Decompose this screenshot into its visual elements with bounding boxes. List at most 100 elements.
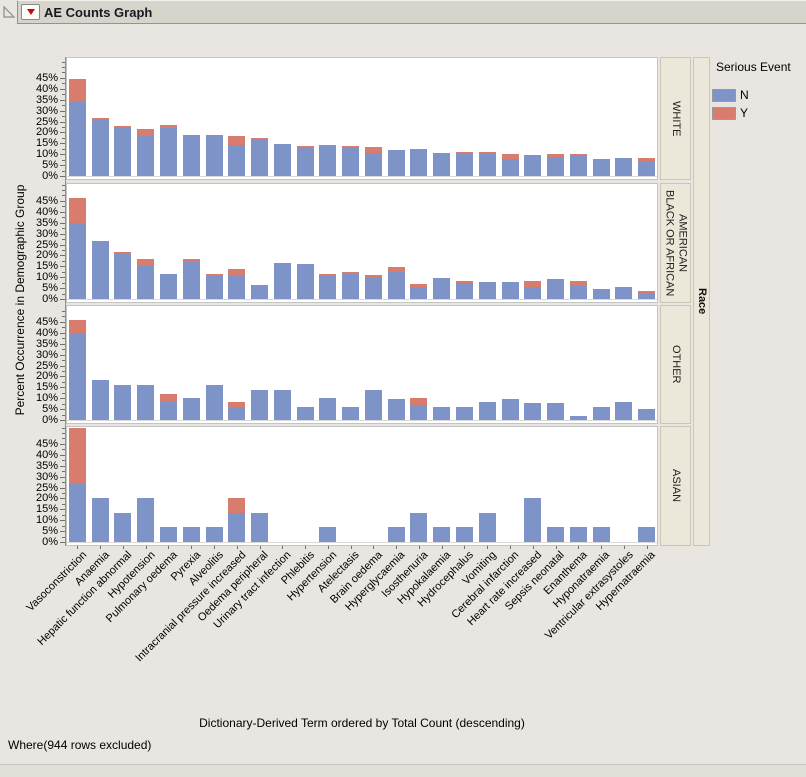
bar-pulmonary-oedema[interactable]	[160, 393, 177, 420]
bar-segment-y[interactable]	[137, 259, 155, 267]
bar-phlebitis[interactable]	[296, 406, 314, 420]
bar-segment-n[interactable]	[342, 274, 360, 299]
bar-heart-rate-increased[interactable]	[524, 402, 542, 420]
bar-segment-n[interactable]	[547, 157, 564, 176]
bar-segment-y[interactable]	[251, 138, 268, 139]
bar-segment-y[interactable]	[114, 125, 132, 128]
bar-segment-n[interactable]	[296, 146, 314, 176]
bar-segment-n[interactable]	[501, 281, 519, 299]
bar-vomiting[interactable]	[478, 513, 496, 542]
bar-isosthenuria[interactable]	[410, 513, 428, 542]
bar-segment-n[interactable]	[273, 144, 291, 176]
bar-enanthema[interactable]	[569, 415, 587, 420]
bar-segment-n[interactable]	[615, 287, 633, 299]
bar-segment-n[interactable]	[501, 158, 519, 176]
bar-atelectasis[interactable]	[342, 406, 360, 420]
bar-segment-n[interactable]	[182, 527, 200, 542]
bar-hypertension[interactable]	[319, 144, 337, 176]
bar-hypotension[interactable]	[137, 385, 155, 420]
bar-vomiting[interactable]	[478, 152, 496, 176]
bar-segment-y[interactable]	[114, 251, 132, 254]
bar-brain-oedema[interactable]	[364, 147, 382, 176]
bar-segment-n[interactable]	[114, 385, 132, 420]
bar-segment-y[interactable]	[205, 273, 223, 277]
bar-segment-n[interactable]	[569, 527, 587, 542]
bar-alveolitis[interactable]	[205, 527, 223, 542]
bar-segment-y[interactable]	[228, 498, 246, 513]
bar-segment-n[interactable]	[592, 406, 610, 420]
bar-hypertension[interactable]	[319, 274, 337, 299]
bar-segment-y[interactable]	[342, 145, 360, 147]
bar-segment-n[interactable]	[478, 401, 496, 420]
bar-oedema-peripheral[interactable]	[251, 389, 268, 420]
bar-segment-y[interactable]	[410, 148, 428, 150]
bar-segment-n[interactable]	[547, 279, 564, 299]
bar-hypokalaemia[interactable]	[433, 153, 451, 176]
bar-hepatic-function-abnormal[interactable]	[114, 125, 132, 176]
bar-brain-oedema[interactable]	[364, 275, 382, 299]
bar-hyponatraemia[interactable]	[592, 527, 610, 542]
bar-enanthema[interactable]	[569, 280, 587, 299]
bar-segment-y[interactable]	[68, 79, 86, 102]
bar-isosthenuria[interactable]	[410, 398, 428, 420]
bar-segment-n[interactable]	[456, 282, 473, 299]
bar-segment-n[interactable]	[182, 260, 200, 299]
bar-anaemia[interactable]	[91, 498, 109, 542]
bar-vasoconstriction[interactable]	[68, 319, 86, 420]
bar-segment-y[interactable]	[296, 145, 314, 147]
bar-intracranial-pressure-increased[interactable]	[228, 268, 246, 299]
bar-segment-y[interactable]	[456, 280, 473, 283]
bar-pulmonary-oedema[interactable]	[160, 273, 177, 299]
bar-segment-n[interactable]	[68, 101, 86, 176]
bar-segment-y[interactable]	[228, 268, 246, 275]
bar-alveolitis[interactable]	[205, 385, 223, 420]
bar-hydrocephalus[interactable]	[456, 406, 473, 420]
bar-alveolitis[interactable]	[205, 135, 223, 176]
bar-atelectasis[interactable]	[342, 145, 360, 176]
bar-segment-n[interactable]	[137, 385, 155, 420]
bar-segment-n[interactable]	[524, 287, 542, 299]
bar-segment-n[interactable]	[273, 389, 291, 420]
bar-segment-n[interactable]	[319, 276, 337, 299]
bar-enanthema[interactable]	[569, 154, 587, 176]
bar-pulmonary-oedema[interactable]	[160, 527, 177, 542]
bar-hypokalaemia[interactable]	[433, 406, 451, 420]
bar-hypotension[interactable]	[137, 498, 155, 542]
bar-sepsis-neonatal[interactable]	[547, 402, 564, 420]
bar-pyrexia[interactable]	[182, 398, 200, 420]
bar-vomiting[interactable]	[478, 281, 496, 299]
bar-segment-n[interactable]	[638, 527, 656, 542]
bar-segment-n[interactable]	[433, 527, 451, 542]
bar-segment-n[interactable]	[251, 389, 268, 420]
bar-segment-n[interactable]	[387, 271, 405, 299]
bar-heart-rate-increased[interactable]	[524, 280, 542, 299]
bar-segment-n[interactable]	[251, 513, 268, 542]
bar-segment-n[interactable]	[296, 406, 314, 420]
bar-segment-n[interactable]	[296, 264, 314, 299]
bar-segment-n[interactable]	[68, 222, 86, 299]
bar-segment-n[interactable]	[182, 398, 200, 420]
bar-enanthema[interactable]	[569, 527, 587, 542]
bar-segment-n[interactable]	[592, 527, 610, 542]
bar-segment-n[interactable]	[638, 160, 656, 176]
bar-segment-y[interactable]	[410, 283, 428, 287]
bar-hypernatraemia[interactable]	[638, 409, 656, 420]
bar-segment-n[interactable]	[433, 278, 451, 299]
bar-ventricular-extrasystoles[interactable]	[615, 158, 633, 176]
bar-intracranial-pressure-increased[interactable]	[228, 136, 246, 176]
bar-phlebitis[interactable]	[296, 145, 314, 176]
bar-segment-n[interactable]	[478, 281, 496, 299]
bar-segment-n[interactable]	[251, 284, 268, 299]
bar-segment-n[interactable]	[160, 401, 177, 420]
bar-segment-y[interactable]	[91, 117, 109, 120]
bar-hydrocephalus[interactable]	[456, 527, 473, 542]
bar-segment-n[interactable]	[91, 498, 109, 542]
bar-segment-y[interactable]	[569, 154, 587, 156]
bar-segment-n[interactable]	[433, 406, 451, 420]
bar-segment-n[interactable]	[228, 406, 246, 420]
bar-segment-n[interactable]	[569, 155, 587, 176]
bar-hyperglycaemia[interactable]	[387, 527, 405, 542]
bar-segment-n[interactable]	[592, 289, 610, 299]
bar-segment-n[interactable]	[410, 513, 428, 542]
bar-segment-y[interactable]	[638, 290, 656, 294]
